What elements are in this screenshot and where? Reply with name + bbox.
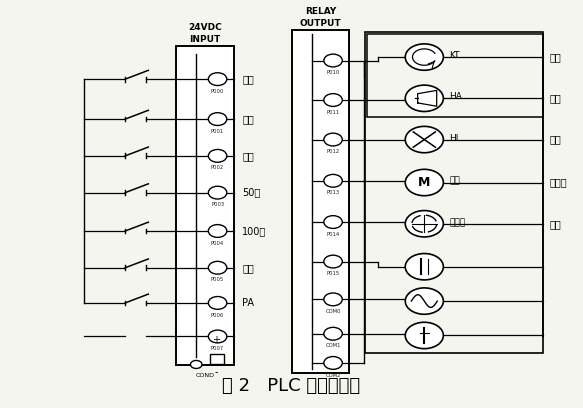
Text: P014: P014 <box>326 232 340 237</box>
Text: P013: P013 <box>326 191 340 195</box>
Text: P006: P006 <box>211 313 224 317</box>
Text: 液液: 液液 <box>550 219 561 229</box>
Text: P007: P007 <box>211 346 224 351</box>
Text: P005: P005 <box>211 277 224 282</box>
Circle shape <box>208 186 227 199</box>
Bar <box>176 46 234 365</box>
Text: 24VDC
INPUT: 24VDC INPUT <box>188 24 222 44</box>
Bar <box>367 34 543 118</box>
Text: P001: P001 <box>211 129 224 134</box>
Text: 风机: 风机 <box>449 177 460 186</box>
Text: 图 2   PLC 控制原理图: 图 2 PLC 控制原理图 <box>223 377 360 395</box>
Circle shape <box>405 288 443 314</box>
Text: HL: HL <box>449 134 461 143</box>
Circle shape <box>191 360 202 368</box>
Text: KT: KT <box>449 51 459 60</box>
Text: P003: P003 <box>211 202 224 207</box>
Circle shape <box>208 297 227 309</box>
Text: P015: P015 <box>326 271 340 276</box>
Circle shape <box>324 174 342 187</box>
Text: 排风机: 排风机 <box>550 177 567 188</box>
Circle shape <box>208 262 227 274</box>
Circle shape <box>324 357 342 369</box>
Text: P012: P012 <box>326 149 340 154</box>
Text: 计量: 计量 <box>550 52 561 62</box>
Circle shape <box>324 93 342 106</box>
Circle shape <box>405 126 443 153</box>
Text: COM2: COM2 <box>325 373 341 377</box>
Circle shape <box>405 211 443 237</box>
Bar <box>292 29 349 373</box>
Text: 停止: 停止 <box>243 114 254 124</box>
Text: COM1: COM1 <box>325 343 341 348</box>
Circle shape <box>405 44 443 70</box>
Circle shape <box>324 293 342 306</box>
Text: 排气: 排气 <box>243 263 254 273</box>
Text: 报警: 报警 <box>550 93 561 103</box>
Text: RELAY
OUTPUT: RELAY OUTPUT <box>300 7 341 28</box>
Text: 电磁阀: 电磁阀 <box>449 218 465 227</box>
Circle shape <box>405 322 443 348</box>
Circle shape <box>405 253 443 280</box>
Text: P004: P004 <box>211 241 224 246</box>
Text: 指示: 指示 <box>550 135 561 144</box>
Circle shape <box>405 85 443 111</box>
Text: +: + <box>212 335 220 345</box>
Circle shape <box>208 149 227 162</box>
Text: COND: COND <box>195 373 215 378</box>
Circle shape <box>324 255 342 268</box>
Circle shape <box>208 73 227 86</box>
Text: -: - <box>215 367 218 377</box>
Text: 50次: 50次 <box>243 188 261 197</box>
Circle shape <box>208 224 227 237</box>
Circle shape <box>208 330 227 343</box>
Circle shape <box>324 216 342 228</box>
Circle shape <box>324 327 342 340</box>
Circle shape <box>324 54 342 67</box>
Bar <box>365 32 543 353</box>
Text: P002: P002 <box>211 166 224 171</box>
Circle shape <box>324 133 342 146</box>
Text: COM0: COM0 <box>325 309 341 314</box>
Text: 自动: 自动 <box>243 74 254 84</box>
Circle shape <box>405 169 443 196</box>
Text: P011: P011 <box>326 110 340 115</box>
Text: 予动: 予动 <box>243 151 254 161</box>
Text: HA: HA <box>449 93 462 102</box>
Text: 100次: 100次 <box>243 226 266 236</box>
Text: P000: P000 <box>211 89 224 94</box>
Text: M: M <box>418 176 430 189</box>
Text: P010: P010 <box>326 70 340 75</box>
Bar <box>209 355 224 364</box>
Circle shape <box>208 113 227 126</box>
Text: PA: PA <box>243 298 254 308</box>
